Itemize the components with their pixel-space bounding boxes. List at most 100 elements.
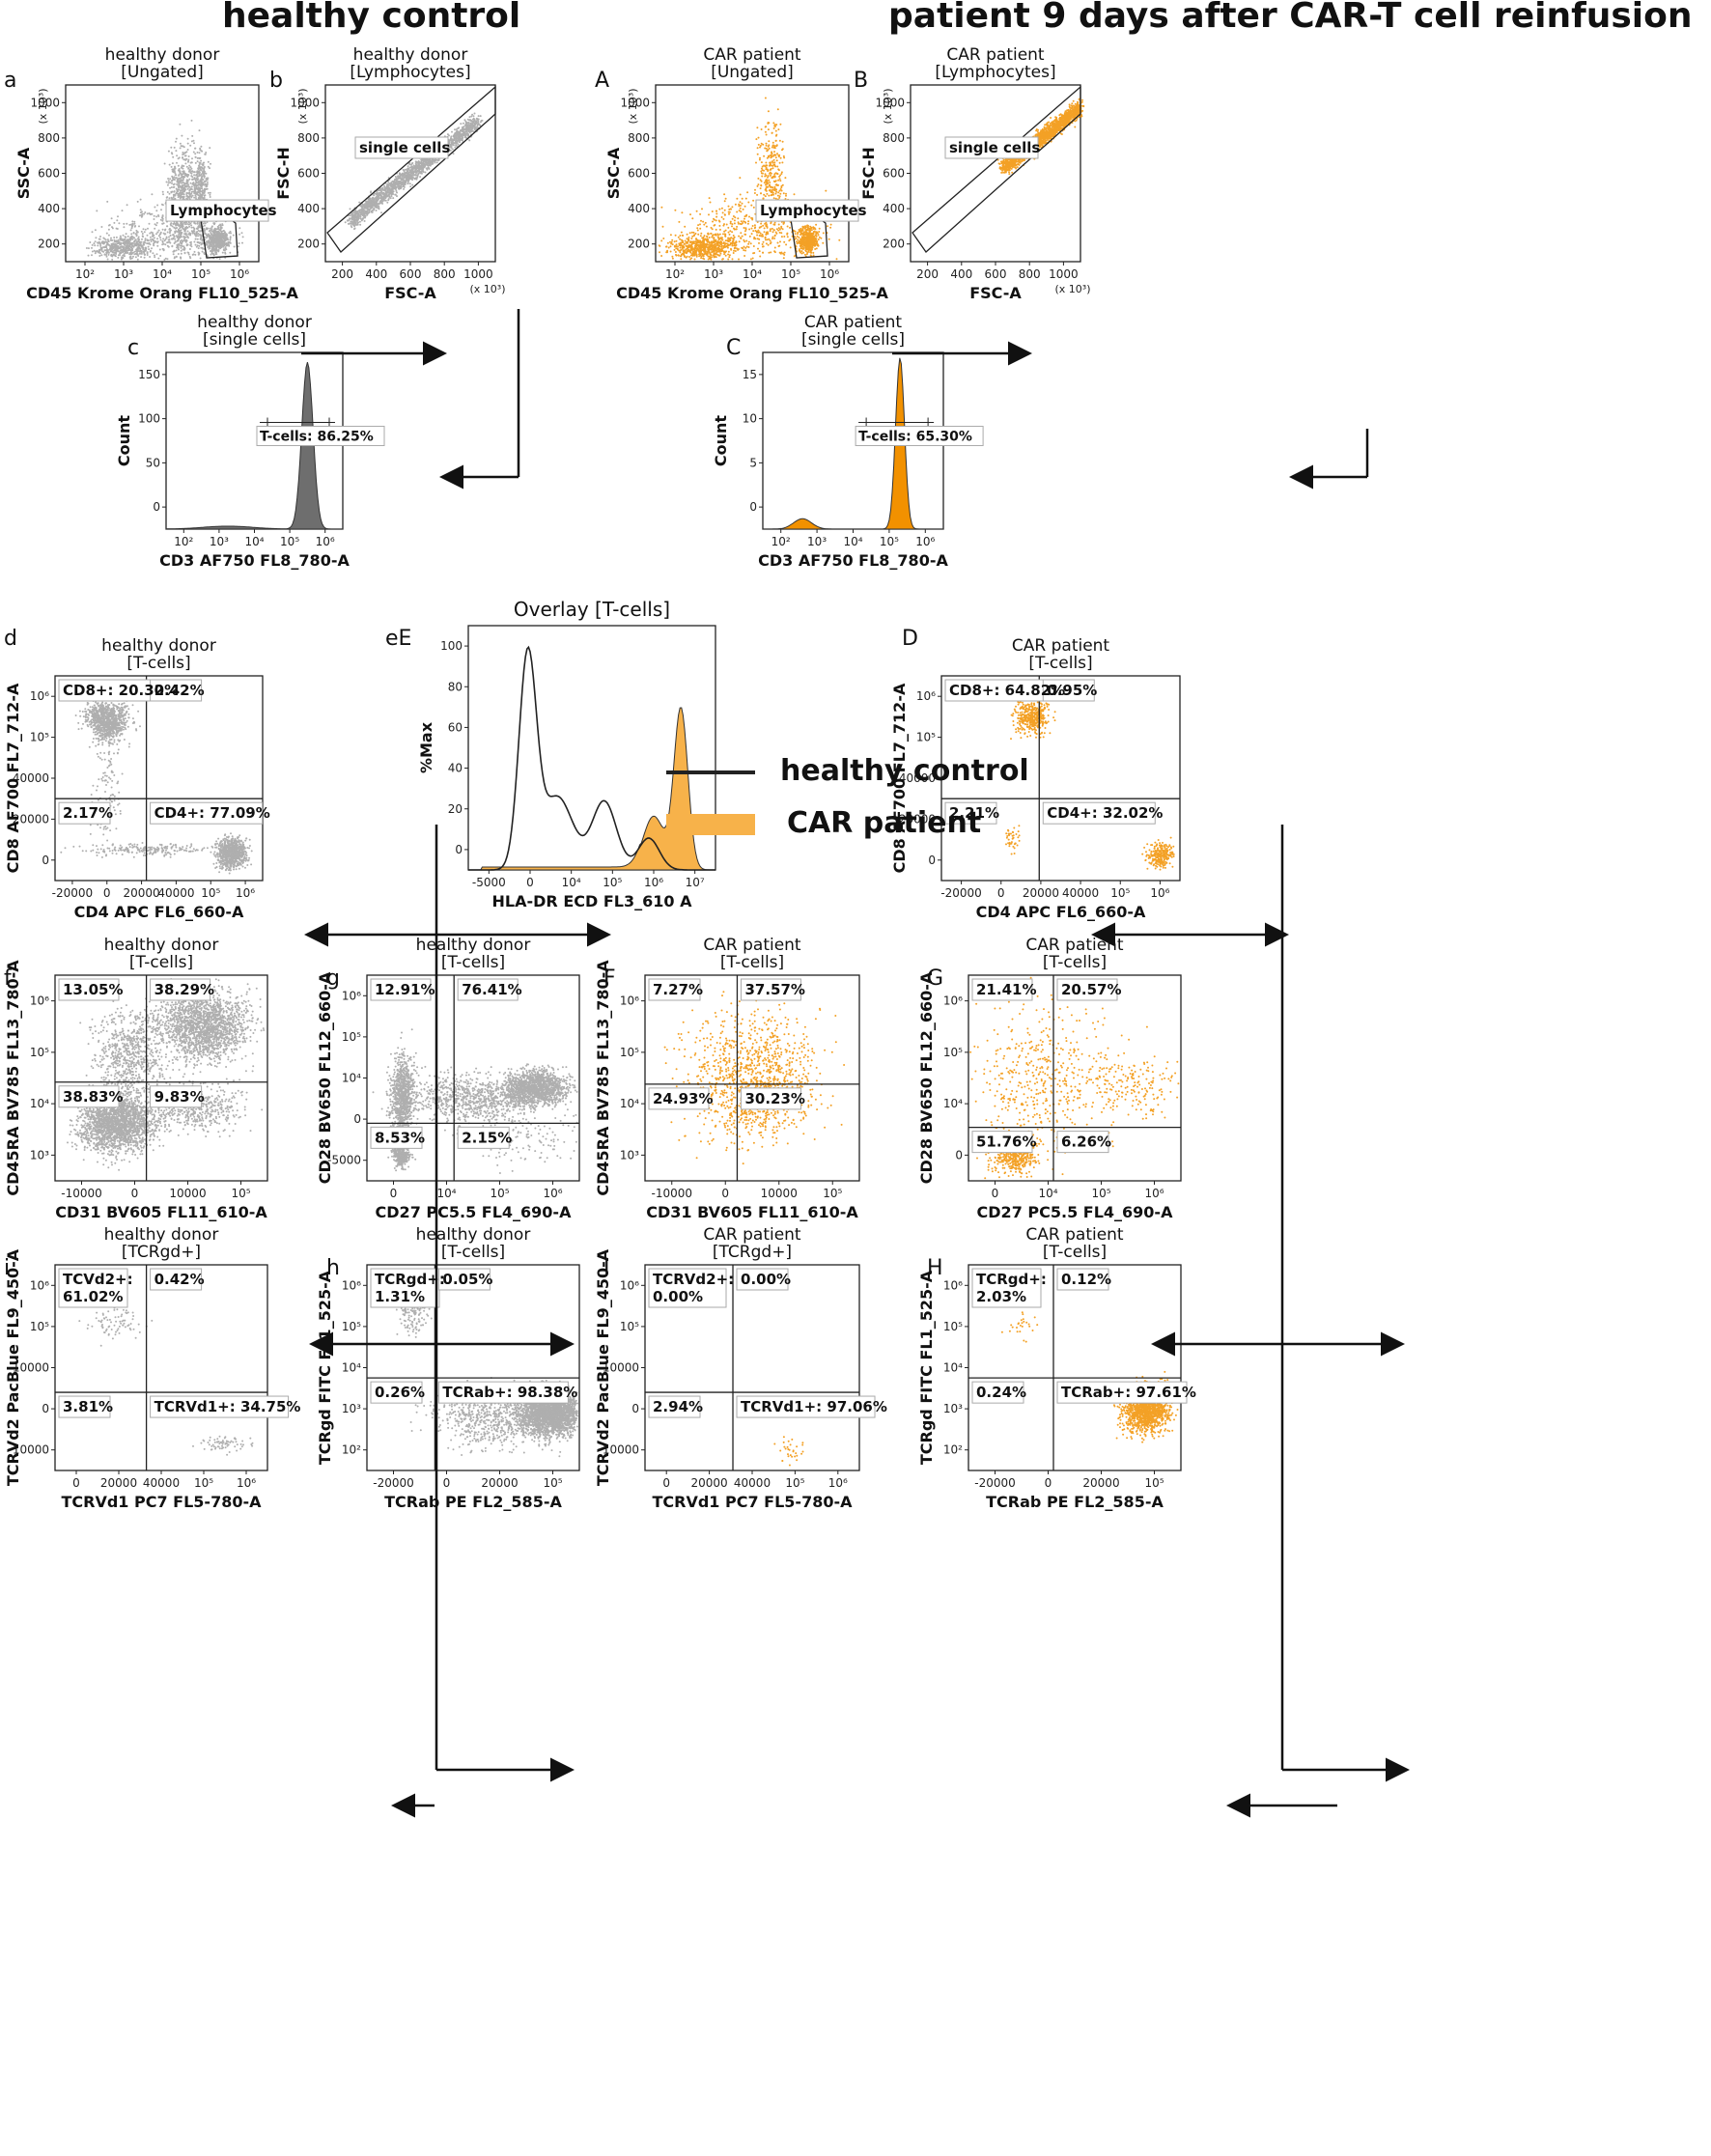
data-point [119, 253, 121, 255]
data-point [194, 153, 196, 154]
data-point [149, 256, 151, 258]
panel-a [62, 85, 268, 266]
data-point [187, 180, 189, 182]
data-point [223, 236, 225, 238]
data-point [102, 246, 104, 248]
data-point [198, 247, 200, 249]
data-point [210, 238, 211, 240]
data-point [184, 162, 186, 164]
data-point [188, 190, 190, 192]
data-point [182, 225, 184, 227]
data-point [173, 253, 175, 255]
data-point [194, 188, 196, 190]
data-point [111, 251, 113, 253]
data-point [97, 241, 98, 243]
data-point [182, 196, 184, 198]
data-point [169, 164, 171, 166]
data-point [217, 240, 219, 242]
data-point [106, 256, 108, 258]
data-point [182, 177, 184, 179]
data-point [112, 246, 114, 248]
data-point [209, 147, 210, 149]
data-point [178, 169, 180, 171]
data-point [182, 154, 183, 155]
data-point [181, 182, 182, 184]
data-point [175, 167, 177, 169]
data-point [168, 180, 170, 182]
data-point [193, 152, 195, 154]
data-point [180, 189, 182, 191]
data-point [210, 192, 211, 194]
data-point [109, 247, 111, 249]
data-point [178, 182, 180, 184]
data-point [182, 179, 184, 181]
data-point [181, 176, 182, 178]
data-point [128, 243, 130, 245]
data-point [182, 171, 183, 173]
data-point [91, 247, 93, 249]
data-point [178, 249, 180, 251]
data-point [196, 186, 198, 188]
data-point [118, 242, 120, 244]
data-point [139, 253, 141, 255]
data-point [216, 233, 218, 235]
data-point [210, 228, 211, 230]
data-point [194, 148, 196, 150]
data-point [176, 192, 178, 194]
data-point [176, 138, 178, 140]
data-point [209, 194, 210, 196]
data-point [92, 244, 94, 246]
data-point [185, 174, 187, 176]
data-point [174, 198, 176, 200]
data-point [95, 252, 97, 254]
data-point [202, 251, 204, 253]
data-point [99, 236, 101, 238]
data-point [193, 142, 195, 144]
data-point [174, 179, 176, 181]
data-point [199, 157, 201, 159]
data-point [187, 188, 189, 190]
data-point [178, 186, 180, 188]
data-point [191, 135, 193, 137]
data-point [156, 245, 158, 247]
data-point [176, 177, 178, 179]
data-point [187, 175, 189, 177]
data-point [222, 233, 224, 235]
data-point [184, 155, 186, 157]
data-point [181, 135, 182, 137]
data-point [190, 170, 192, 172]
data-point [128, 241, 130, 243]
data-point [179, 172, 181, 174]
data-point [225, 247, 227, 249]
data-point [94, 244, 96, 246]
data-point [208, 161, 210, 163]
data-point [162, 191, 164, 193]
data-point [191, 227, 193, 229]
data-point [210, 196, 211, 198]
data-point [210, 232, 211, 234]
data-point [184, 223, 186, 225]
data-point [154, 215, 155, 217]
data-point [203, 223, 205, 225]
data-point [201, 178, 203, 180]
data-point [205, 185, 207, 187]
data-point [175, 174, 177, 176]
data-point [148, 246, 150, 248]
data-point [198, 186, 200, 188]
data-point [195, 196, 197, 198]
data-point [229, 239, 231, 241]
data-point [199, 195, 201, 197]
data-point [176, 154, 178, 156]
data-point [113, 237, 115, 238]
data-point [221, 223, 223, 225]
data-point [210, 235, 211, 237]
data-point [189, 169, 191, 171]
data-point [199, 193, 201, 195]
data-point [129, 252, 131, 254]
data-point [241, 242, 243, 244]
data-point [124, 255, 126, 257]
data-point [204, 175, 206, 177]
data-point [190, 193, 192, 195]
data-point [193, 182, 195, 183]
data-point [174, 169, 176, 171]
